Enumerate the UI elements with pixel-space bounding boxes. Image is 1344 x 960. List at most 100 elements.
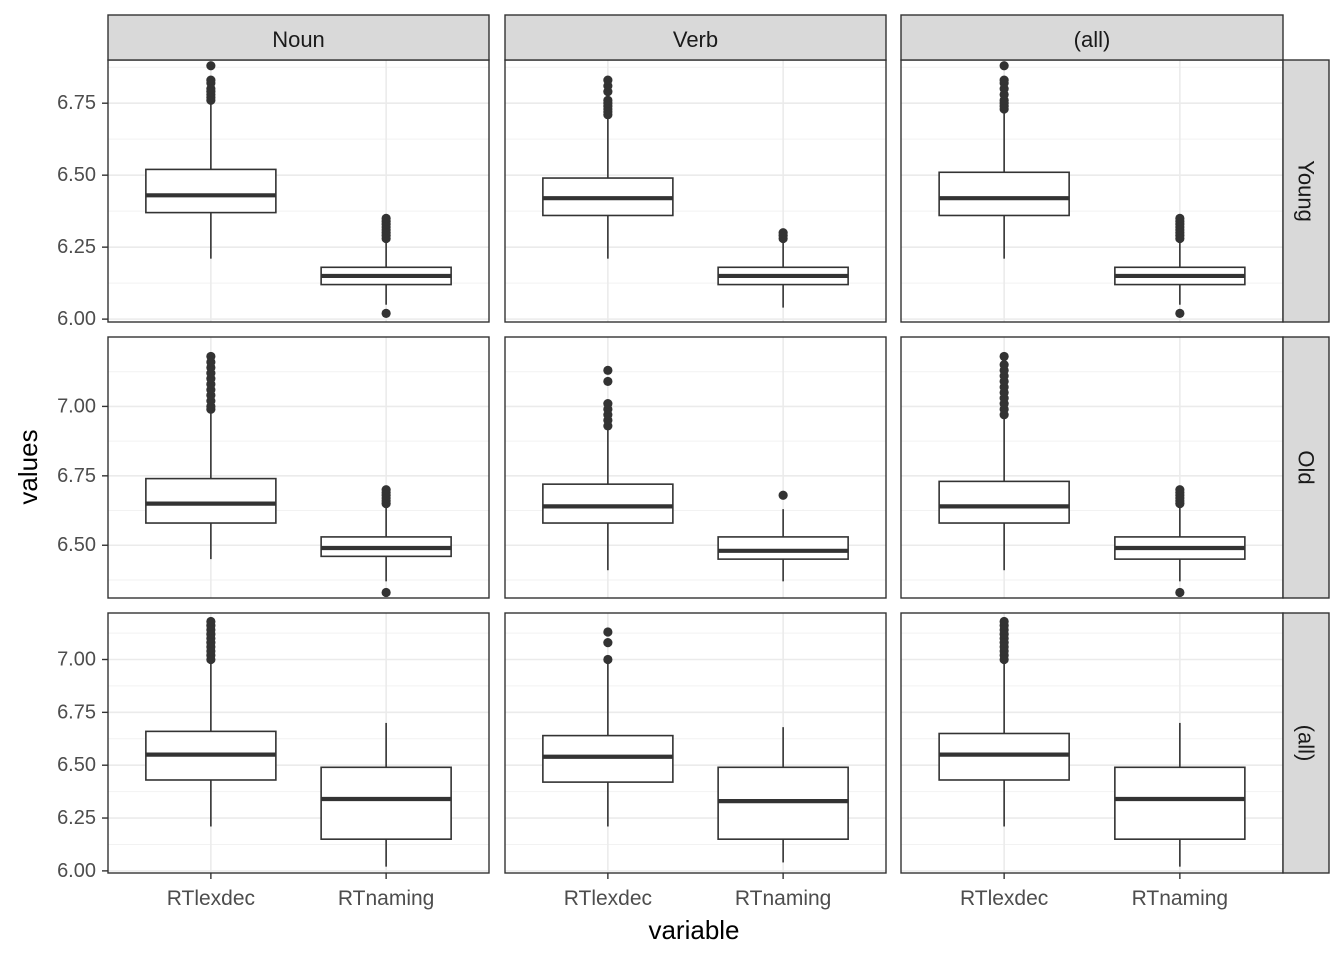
box-rtlexdec xyxy=(145,616,277,827)
facet-strip-row xyxy=(1282,612,1330,874)
outlier-point xyxy=(603,75,613,85)
facet-strip-column-label: Verb xyxy=(673,27,718,52)
box-rtlexdec xyxy=(938,61,1070,259)
facet-strip-row-label: (all) xyxy=(1294,725,1319,762)
box-rtlexdec xyxy=(938,616,1070,827)
outlier-point xyxy=(381,485,391,495)
panel-background xyxy=(108,337,489,598)
y-tick-label: 6.75 xyxy=(57,92,96,114)
y-tick-label: 6.50 xyxy=(57,534,96,556)
outlier-point xyxy=(603,627,613,637)
box-iqr xyxy=(1114,766,1246,840)
y-tick-label: 6.50 xyxy=(57,164,96,186)
box-iqr xyxy=(542,734,674,783)
x-tick-label: RTlexdec xyxy=(564,887,652,910)
box-rtnaming xyxy=(1114,722,1246,867)
outlier-point xyxy=(999,75,1009,85)
facet-panel xyxy=(504,612,887,874)
x-tick-label: RTnaming xyxy=(735,887,832,910)
box-iqr xyxy=(717,766,849,840)
outlier-point xyxy=(206,75,216,85)
y-tick-label: 6.00 xyxy=(57,308,96,330)
outlier-point xyxy=(381,308,391,318)
outlier-point xyxy=(1175,587,1185,598)
outlier-point xyxy=(206,351,216,362)
box-rtnaming xyxy=(320,213,452,318)
facet-strip-column-label: Noun xyxy=(272,27,325,52)
facet-strip-row-label: Young xyxy=(1294,160,1319,222)
facet-strip-column xyxy=(107,14,490,61)
outlier-point xyxy=(778,490,788,500)
outlier-point xyxy=(603,399,613,409)
outlier-point xyxy=(999,360,1009,370)
facet-strip-column xyxy=(504,14,887,61)
outlier-point xyxy=(381,213,391,223)
facet-panel xyxy=(504,336,887,599)
box-iqr xyxy=(717,536,849,560)
outlier-point xyxy=(603,654,613,665)
x-tick-label: RTnaming xyxy=(338,887,435,910)
y-tick-label: 6.75 xyxy=(57,701,96,723)
y-tick-label: 6.25 xyxy=(57,236,96,258)
y-axis-title: values xyxy=(13,429,43,504)
y-tick-label: 6.00 xyxy=(57,860,96,882)
x-tick-label: RTlexdec xyxy=(167,887,255,910)
facet-strip-row-label: Old xyxy=(1294,450,1319,484)
facet-panel xyxy=(107,59,490,323)
box-iqr xyxy=(145,168,277,214)
box-rtnaming xyxy=(1114,213,1246,318)
outlier-point xyxy=(1175,213,1185,223)
panels-layer xyxy=(107,59,1284,874)
facet-panel xyxy=(107,612,490,874)
facet-strip-column xyxy=(900,14,1284,61)
y-tick-label: 6.75 xyxy=(57,465,96,487)
facet-panel xyxy=(900,612,1284,874)
box-rtlexdec xyxy=(542,365,674,571)
facet-strip-column-label: (all) xyxy=(1074,27,1111,52)
facet-panel xyxy=(900,336,1284,599)
box-iqr xyxy=(938,732,1070,781)
facet-panel xyxy=(900,59,1284,323)
outlier-point xyxy=(603,95,613,105)
facet-strip-row xyxy=(1282,336,1330,599)
box-rtnaming xyxy=(717,490,849,582)
y-tick-label: 7.00 xyxy=(57,649,96,671)
outlier-point xyxy=(1175,485,1185,495)
box-iqr xyxy=(145,477,277,524)
y-tick-label: 6.50 xyxy=(57,754,96,776)
outlier-point xyxy=(999,351,1009,362)
x-tick-label: RTnaming xyxy=(1132,887,1229,910)
outlier-point xyxy=(778,228,788,238)
outlier-point xyxy=(206,616,216,627)
box-rtlexdec xyxy=(938,351,1070,571)
box-rtlexdec xyxy=(542,75,674,259)
strips-layer: Noun Verb (all) Young Old (all) xyxy=(107,14,1330,874)
outlier-point xyxy=(999,616,1009,627)
facet-panel xyxy=(504,59,887,323)
x-tick-label: RTlexdec xyxy=(960,887,1048,910)
axes-layer: 6.00 6.25 6.50 6.75 6.50 6.75 7.00 6.00 6.25 6.50… xyxy=(57,92,1228,910)
box-iqr xyxy=(542,483,674,524)
panel-border xyxy=(107,336,490,599)
x-axis-title: variable xyxy=(648,915,739,945)
box-rtlexdec xyxy=(145,61,277,259)
panel-border xyxy=(107,612,490,874)
facet-panel xyxy=(107,336,490,599)
facet-strip-row xyxy=(1282,59,1330,323)
box-rtnaming xyxy=(717,228,849,308)
y-tick-label: 7.00 xyxy=(57,395,96,417)
outlier-point xyxy=(603,637,613,648)
box-rtlexdec xyxy=(145,351,277,560)
outlier-point xyxy=(1175,308,1185,318)
outlier-point xyxy=(381,587,391,598)
outlier-point xyxy=(206,61,216,71)
outlier-point xyxy=(999,61,1009,71)
box-iqr xyxy=(320,766,452,840)
box-rtnaming xyxy=(1114,485,1246,598)
outlier-point xyxy=(603,376,613,387)
panel-border xyxy=(504,612,887,874)
outlier-point xyxy=(603,365,613,375)
box-rtnaming xyxy=(320,485,452,598)
panel-border xyxy=(504,336,887,599)
